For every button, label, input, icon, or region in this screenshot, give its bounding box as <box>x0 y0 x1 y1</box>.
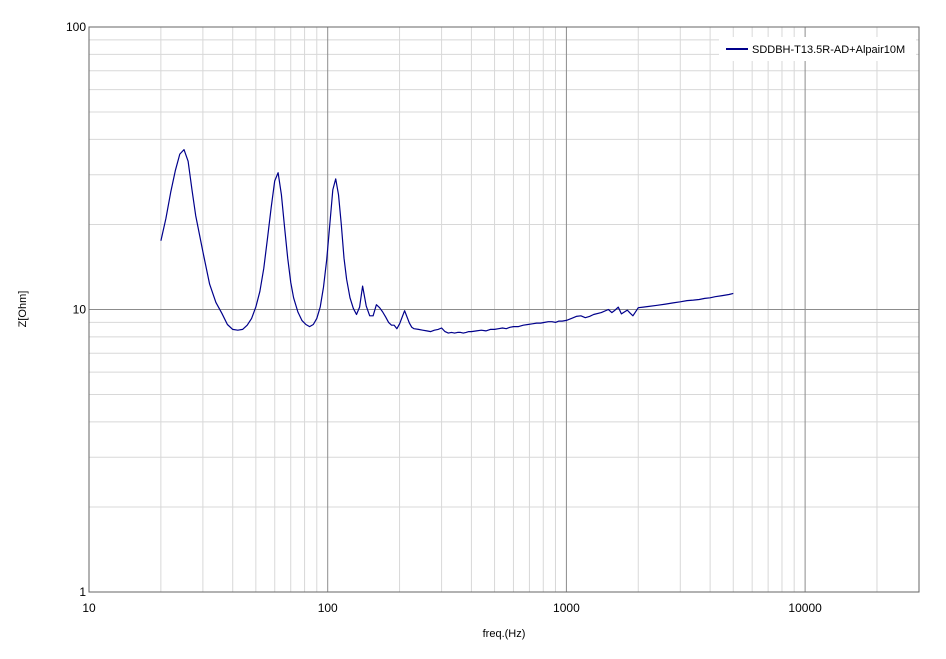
x-tick-label: 1000 <box>553 601 580 615</box>
y-tick-label: 1 <box>79 585 86 599</box>
y-axis-tick-labels: 1 10 100 <box>66 20 86 599</box>
legend-label: SDDBH-T13.5R-AD+Alpair10M <box>752 44 905 56</box>
plot-area-border <box>88 26 920 593</box>
x-axis-label: freq.(Hz) <box>483 628 526 640</box>
y-tick-label: 10 <box>73 303 87 317</box>
y-axis-label: Z[Ohm] <box>17 291 29 328</box>
legend-box <box>719 37 916 61</box>
x-tick-label: 10000 <box>788 601 822 615</box>
x-tick-label: 100 <box>318 601 338 615</box>
y-tick-label: 100 <box>66 20 86 34</box>
x-tick-label: 10 <box>82 601 96 615</box>
x-axis-tick-labels: 10 100 1000 10000 <box>82 601 822 615</box>
legend: SDDBH-T13.5R-AD+Alpair10M <box>719 37 916 61</box>
series-layer <box>160 149 734 334</box>
impedance-series-line <box>160 149 734 334</box>
